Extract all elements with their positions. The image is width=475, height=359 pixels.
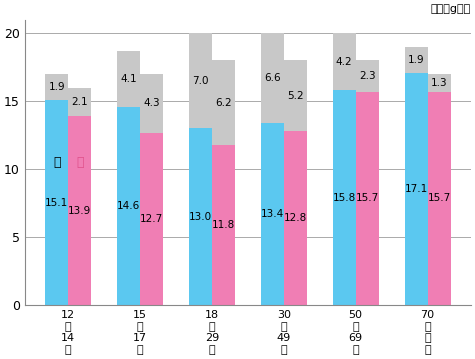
Text: 15.7: 15.7 (428, 194, 451, 204)
Text: 13.4: 13.4 (261, 209, 284, 219)
Text: 4.3: 4.3 (143, 98, 160, 108)
Text: 11.8: 11.8 (212, 220, 235, 230)
Bar (405, 73, 428, 305)
Text: 4.2: 4.2 (336, 57, 352, 67)
Bar (212, 60, 235, 145)
Text: 6.2: 6.2 (215, 98, 232, 108)
Bar (428, 92, 451, 305)
Text: 7.0: 7.0 (192, 76, 209, 86)
Bar (117, 107, 140, 305)
Bar (212, 145, 235, 305)
Bar (189, 129, 212, 305)
Text: 1.3: 1.3 (431, 78, 447, 88)
Text: 12.8: 12.8 (284, 213, 307, 223)
Text: 15.7: 15.7 (356, 194, 379, 204)
Text: 女: 女 (76, 156, 84, 169)
Bar (261, 123, 284, 305)
Bar (140, 74, 163, 132)
Text: 2.1: 2.1 (71, 97, 88, 107)
Bar (189, 33, 212, 129)
Text: 17.1: 17.1 (404, 184, 428, 194)
Bar (405, 47, 428, 73)
Text: 13.9: 13.9 (68, 206, 91, 216)
Text: 14.6: 14.6 (117, 201, 140, 211)
Text: 2.3: 2.3 (359, 71, 376, 81)
Bar (68, 88, 91, 116)
Bar (428, 74, 451, 92)
Bar (356, 60, 379, 92)
Bar (68, 116, 91, 305)
Text: 1.9: 1.9 (48, 82, 65, 92)
Bar (284, 131, 307, 305)
Text: 4.1: 4.1 (120, 74, 137, 84)
Bar (45, 100, 68, 305)
Text: 12.7: 12.7 (140, 214, 163, 224)
Bar (45, 74, 68, 100)
Bar (356, 92, 379, 305)
Bar (332, 33, 356, 90)
Bar (332, 90, 356, 305)
Bar (261, 33, 284, 123)
Text: 15.8: 15.8 (332, 193, 356, 203)
Text: 6.6: 6.6 (264, 73, 281, 83)
Text: 男: 男 (53, 156, 60, 169)
Bar (117, 51, 140, 107)
Bar (284, 60, 307, 131)
Text: 1.9: 1.9 (408, 55, 424, 65)
Text: 単位：g／日: 単位：g／日 (430, 4, 471, 14)
Text: 15.1: 15.1 (45, 197, 68, 208)
Text: 13.0: 13.0 (189, 212, 212, 222)
Text: 5.2: 5.2 (287, 91, 304, 101)
Bar (140, 132, 163, 305)
